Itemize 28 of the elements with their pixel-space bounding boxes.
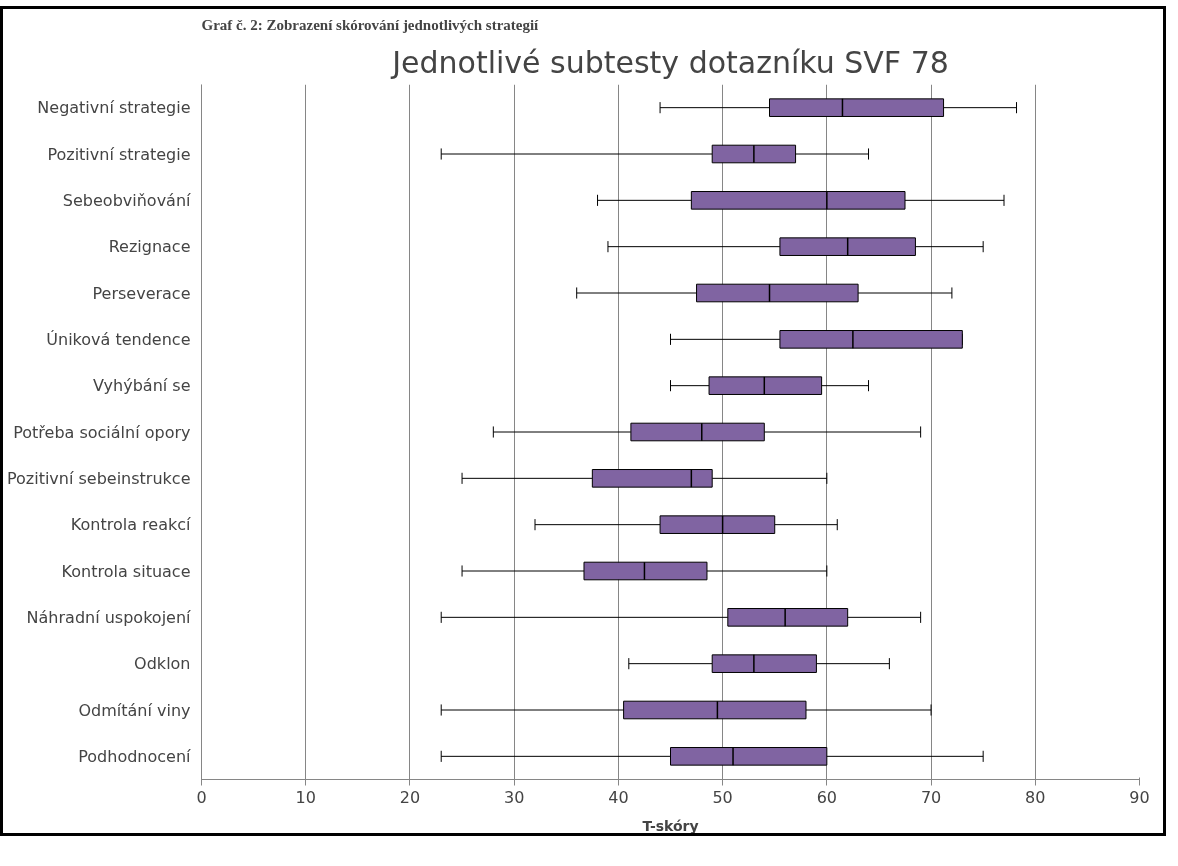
y-tick-label: Náhradní uspokojení (26, 607, 192, 627)
y-tick-label: Negativní strategie (37, 98, 191, 118)
y-tick-label: Odmítání viny (78, 700, 191, 720)
x-tick-label: 60 (816, 787, 838, 807)
x-tick-label: 0 (196, 787, 207, 807)
y-tick-label: Úniková tendence (46, 329, 191, 349)
x-tick-label: 90 (1129, 787, 1150, 807)
y-tick-label: Pozitivní strategie (47, 144, 191, 164)
x-tick-label: 20 (399, 787, 421, 807)
y-tick-label: Rezignace (108, 237, 191, 257)
y-tick-label: Potřeba sociální opory (13, 422, 191, 442)
y-tick-label: Kontrola reakcí (70, 515, 192, 535)
x-tick-label: 50 (712, 787, 733, 807)
text: Graf č. 2: Zobrazení skórování jednotlivých strategií (201, 16, 540, 33)
x-tick-label: 80 (1025, 787, 1046, 807)
x-tick-label: 40 (608, 787, 629, 807)
y-tick-label: Podhodnocení (78, 746, 192, 766)
y-tick-label: Sebeobviňování (62, 190, 192, 210)
x-tick-label: 70 (920, 787, 942, 807)
chart-title: Jednotlivé subtesty dotazníku SVF 78 (390, 44, 949, 80)
y-tick-label: Perseverace (92, 283, 191, 303)
y-tick-label: Kontrola situace (61, 561, 191, 581)
x-tick-label: 10 (295, 787, 316, 807)
y-tick-label: Odklon (134, 654, 191, 674)
y-tick-label: Vyhýbání se (93, 376, 191, 396)
y-tick-label: Pozitivní sebeinstrukce (6, 468, 191, 488)
x-axis-title: T-skóry (642, 817, 699, 834)
x-tick-label: 30 (503, 787, 525, 807)
